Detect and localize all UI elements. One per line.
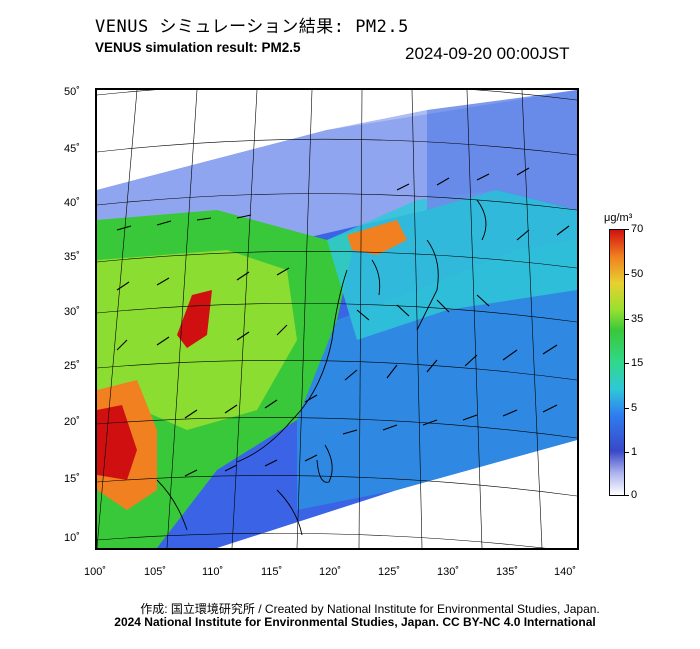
lat-label-45: 45˚ — [64, 143, 80, 155]
colorbar-tick-70: 70 — [631, 223, 644, 235]
lon-label-140: 140˚ — [554, 566, 577, 578]
coastlines — [156, 199, 487, 536]
lat-label-15: 15˚ — [64, 473, 80, 485]
lon-label-130: 130˚ — [437, 566, 460, 578]
lat-label-50: 50˚ — [64, 86, 80, 98]
colorbar-tick-1: 1 — [631, 446, 638, 458]
lon-label-110: 110˚ — [202, 566, 224, 578]
copyright-line: 2024 National Institute for Environmenta… — [114, 615, 596, 629]
wind-vectors — [116, 167, 570, 477]
field-ocean-east-light — [427, 90, 577, 210]
colorbar — [609, 229, 625, 496]
lat-label-40: 40˚ — [64, 197, 80, 209]
colorbar-tick-mark — [625, 274, 629, 275]
field-orange-hotspot-north — [347, 220, 407, 255]
lon-label-115: 115˚ — [261, 566, 283, 578]
map-canvas — [97, 90, 577, 548]
colorbar-tick-5: 5 — [631, 402, 638, 414]
colorbar-tick-35: 35 — [631, 313, 644, 325]
lat-label-20: 20˚ — [64, 416, 80, 428]
lon-label-120: 120˚ — [319, 566, 342, 578]
colorbar-unit: μg/m³ — [604, 212, 633, 224]
forecast-timestamp: 2024-09-20 00:00JST — [405, 44, 570, 63]
colorbar-tick-50: 50 — [631, 268, 644, 280]
pm25-map — [95, 88, 579, 550]
colorbar-tick-0: 0 — [631, 489, 638, 501]
field-red-hotspot-west — [97, 405, 137, 480]
lat-label-10: 10˚ — [64, 532, 80, 544]
lon-label-105: 105˚ — [144, 566, 167, 578]
lon-label-100: 100˚ — [84, 566, 107, 578]
colorbar-tick-mark — [625, 452, 629, 453]
field-red-hotspot-center — [177, 290, 212, 348]
colorbar-tick-mark — [625, 495, 629, 496]
field-teal-sea — [297, 240, 577, 510]
lat-label-35: 35˚ — [64, 251, 80, 263]
graticule — [97, 90, 577, 548]
lon-label-135: 135˚ — [496, 566, 519, 578]
lon-label-125: 125˚ — [378, 566, 401, 578]
colorbar-tick-15: 15 — [631, 357, 644, 369]
colorbar-tick-mark — [625, 408, 629, 409]
lat-label-30: 30˚ — [64, 306, 80, 318]
colorbar-tick-mark — [625, 319, 629, 320]
lat-label-25: 25˚ — [64, 360, 80, 372]
credit-line: 作成: 国立環境研究所 / Created by National Instit… — [140, 602, 600, 616]
page-title-japanese: VENUS シミュレーション結果: PM2.5 — [95, 17, 409, 37]
colorbar-tick-mark — [625, 363, 629, 364]
page-title-english: VENUS simulation result: PM2.5 — [95, 40, 301, 55]
colorbar-tick-mark — [625, 229, 629, 230]
